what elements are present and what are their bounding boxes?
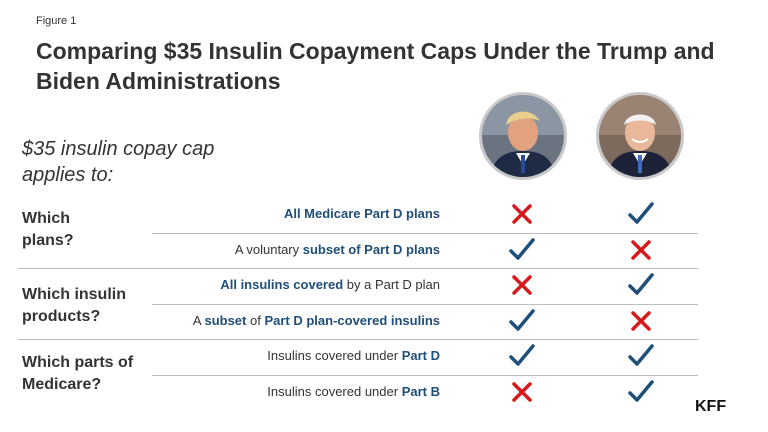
row-divider bbox=[152, 304, 698, 305]
check-icon bbox=[627, 200, 655, 228]
row-label: All Medicare Part D plans bbox=[284, 206, 440, 221]
row-label: All insulins covered by a Part D plan bbox=[220, 277, 440, 292]
check-icon bbox=[508, 236, 536, 264]
row-label-emphasis: All insulins covered bbox=[220, 277, 344, 292]
figure-label: Figure 1 bbox=[36, 15, 77, 27]
row-label-text: by a Part D plan bbox=[343, 277, 440, 292]
row-label: Insulins covered under Part D bbox=[267, 348, 440, 363]
trump-photo bbox=[479, 92, 567, 180]
row-divider bbox=[18, 339, 698, 340]
row-label-text: A bbox=[192, 313, 205, 328]
row-label-emphasis: Part B bbox=[401, 384, 440, 399]
cross-icon bbox=[508, 378, 536, 406]
biden-photo bbox=[596, 92, 684, 180]
check-icon bbox=[627, 271, 655, 299]
row-label: A voluntary subset of Part D plans bbox=[235, 242, 440, 257]
row-label-text: A voluntary bbox=[234, 242, 303, 257]
subhead: $35 insulin copay cap applies to: bbox=[22, 138, 215, 186]
cross-icon bbox=[508, 200, 536, 228]
row-divider bbox=[152, 375, 698, 376]
check-icon bbox=[627, 378, 655, 406]
group-label-medicare-parts: Which parts of Medicare? bbox=[22, 354, 134, 393]
row-label-text: of bbox=[246, 313, 265, 328]
page-title: Comparing $35 Insulin Copayment Caps Und… bbox=[36, 38, 715, 94]
row-label-text: Insulins covered under bbox=[267, 348, 402, 363]
cross-icon bbox=[627, 307, 655, 335]
row-divider bbox=[18, 268, 698, 269]
row-label-text: Insulins covered under bbox=[267, 384, 402, 399]
group-label-insulin-products: Which insulin products? bbox=[22, 286, 126, 325]
row-divider bbox=[152, 233, 698, 234]
row-label-emphasis: All Medicare Part D plans bbox=[283, 206, 440, 221]
row-label: A subset of Part D plan-covered insulins bbox=[193, 313, 440, 328]
row-label-emphasis: Part D plan-covered insulins bbox=[264, 313, 440, 328]
row-label-emphasis: subset bbox=[204, 313, 247, 328]
check-icon bbox=[627, 342, 655, 370]
cross-icon bbox=[508, 271, 536, 299]
cross-icon bbox=[627, 236, 655, 264]
check-icon bbox=[508, 342, 536, 370]
check-icon bbox=[508, 307, 536, 335]
row-label: Insulins covered under Part B bbox=[267, 384, 440, 399]
kff-logo: KFF bbox=[695, 398, 727, 415]
row-label-emphasis: Part D bbox=[401, 348, 440, 363]
group-label-plans: Which plans? bbox=[22, 210, 74, 249]
row-label-emphasis: subset of Part D plans bbox=[302, 242, 440, 257]
